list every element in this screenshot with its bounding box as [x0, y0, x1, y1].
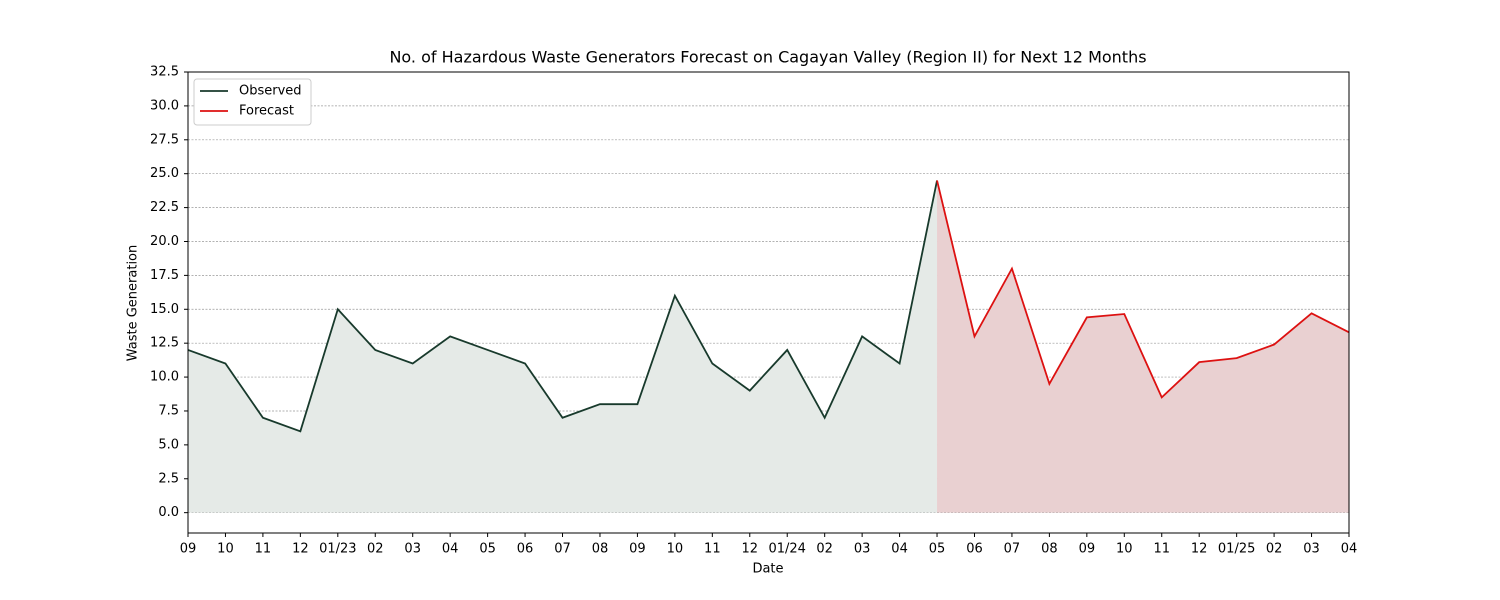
legend-label: Forecast [239, 104, 294, 119]
x-tick-label: 09 [180, 542, 197, 557]
y-tick-label: 10.0 [150, 370, 179, 385]
y-tick-label: 2.5 [158, 471, 179, 486]
y-tick-label: 27.5 [150, 132, 179, 147]
x-tick-label: 07 [1004, 542, 1021, 557]
x-tick-label: 05 [929, 542, 946, 557]
y-tick-label: 0.0 [158, 505, 179, 520]
legend-label: Observed [239, 84, 302, 99]
plot-frame [187, 71, 1350, 534]
x-axis-label: Date [752, 562, 783, 577]
x-tick-label: 09 [629, 542, 646, 557]
x-tick-label: 10 [667, 542, 684, 557]
y-tick-label: 30.0 [150, 98, 179, 113]
y-axis-label: Waste Generation [126, 245, 141, 362]
x-tick-label: 01/25 [1218, 542, 1255, 557]
y-tick-label: 20.0 [150, 234, 179, 249]
x-tick-label: 03 [854, 542, 871, 557]
x-tick-label: 03 [404, 542, 421, 557]
y-tick-label: 17.5 [150, 268, 179, 283]
area [937, 180, 1349, 513]
y-tick-label: 15.0 [150, 302, 179, 317]
x-tick-label: 08 [1041, 542, 1058, 557]
x-tick-label: 06 [517, 542, 534, 557]
x-tick-label: 09 [1079, 542, 1096, 557]
x-tick-label: 11 [255, 542, 272, 557]
x-tick-label: 01/23 [319, 542, 356, 557]
y-tick-label: 32.5 [150, 65, 179, 80]
x-tick-label: 11 [1153, 542, 1170, 557]
x-tick-label: 02 [1266, 542, 1283, 557]
x-tick-label: 10 [1116, 542, 1133, 557]
x-tick-label: 10 [217, 542, 234, 557]
area [188, 180, 938, 513]
x-tick-label: 12 [292, 542, 309, 557]
x-tick-label: 02 [367, 542, 384, 557]
x-tick-label: 06 [966, 542, 983, 557]
x-tick-label: 04 [891, 542, 908, 557]
x-tick-label: 03 [1303, 542, 1320, 557]
y-tick-label: 25.0 [150, 166, 179, 181]
y-tick-label: 22.5 [150, 200, 179, 215]
x-tick-label: 12 [1191, 542, 1208, 557]
x-tick-label: 04 [1341, 542, 1358, 557]
x-tick-label: 04 [442, 542, 459, 557]
chart-title: No. of Hazardous Waste Generators Foreca… [389, 48, 1146, 67]
line [187, 180, 938, 433]
x-tick-label: 01/24 [768, 542, 805, 557]
x-tick-label: 11 [704, 542, 721, 557]
x-tick-label: 12 [742, 542, 759, 557]
y-tick-label: 7.5 [158, 403, 179, 418]
x-tick-label: 07 [554, 542, 571, 557]
y-tick-label: 12.5 [150, 336, 179, 351]
y-tick-label: 5.0 [158, 437, 179, 452]
x-tick-label: 05 [479, 542, 496, 557]
x-tick-label: 02 [816, 542, 833, 557]
line [936, 180, 1350, 399]
x-tick-label: 08 [592, 542, 609, 557]
